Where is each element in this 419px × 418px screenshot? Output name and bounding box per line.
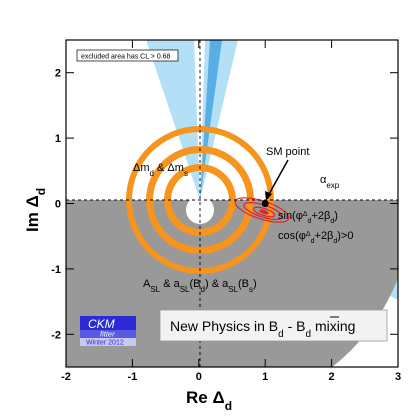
logo-date: Winter 2012 <box>86 340 124 347</box>
logo-sub: fitter <box>100 330 115 339</box>
note-box <box>76 49 179 62</box>
delta-m-label: Δmd & Δms <box>133 162 188 178</box>
x-tick-label: -1 <box>128 371 138 383</box>
chart-title: New Physics in Bd - Bd mixing <box>170 318 355 340</box>
x-axis-label: Re Δd <box>186 388 232 413</box>
ckmfitter-logo: CKM fitter Winter 2012 <box>80 316 136 347</box>
asl-label: ASL & aSL(Bd) & aSL(Bs) <box>143 278 257 294</box>
cos-constraint-label: cos(φΔd+2βd)>0 <box>278 230 354 245</box>
sm-point-label: SM point <box>266 146 309 158</box>
sin-constraint-label: sin(φΔd+2βd) <box>278 210 338 225</box>
title-box <box>159 309 388 342</box>
note-text: excluded area has CL > 0.68 <box>81 54 171 61</box>
x-tick-label: 2 <box>329 371 335 383</box>
logo-name: CKM <box>88 317 115 331</box>
sm-point-arrowhead <box>265 191 272 201</box>
x-tick-label: 1 <box>262 371 268 383</box>
y-tick-label: -2 <box>51 329 61 341</box>
fit-core <box>259 209 269 215</box>
x-tick-label: -2 <box>61 371 71 383</box>
sm-point-marker <box>261 200 269 207</box>
x-tick-label: 0 <box>196 371 202 383</box>
y-axis-label: Im Δd <box>23 188 48 232</box>
x-axis-ticks: -2 -1 0 1 2 3 <box>61 40 401 383</box>
x-tick-label: 3 <box>395 371 401 383</box>
y-tick-label: -1 <box>51 264 61 276</box>
alpha-exp-label: αexp <box>320 174 340 190</box>
y-tick-label: 0 <box>55 199 61 211</box>
y-tick-label: 1 <box>55 133 61 145</box>
y-tick-label: 2 <box>55 68 61 80</box>
sm-point-arrow <box>267 159 289 197</box>
y-axis-ticks: -2 -1 0 1 2 <box>51 68 398 341</box>
alpha-wedge-upper <box>146 40 200 200</box>
plot-area <box>66 40 398 367</box>
sin-band-upper <box>200 40 222 200</box>
